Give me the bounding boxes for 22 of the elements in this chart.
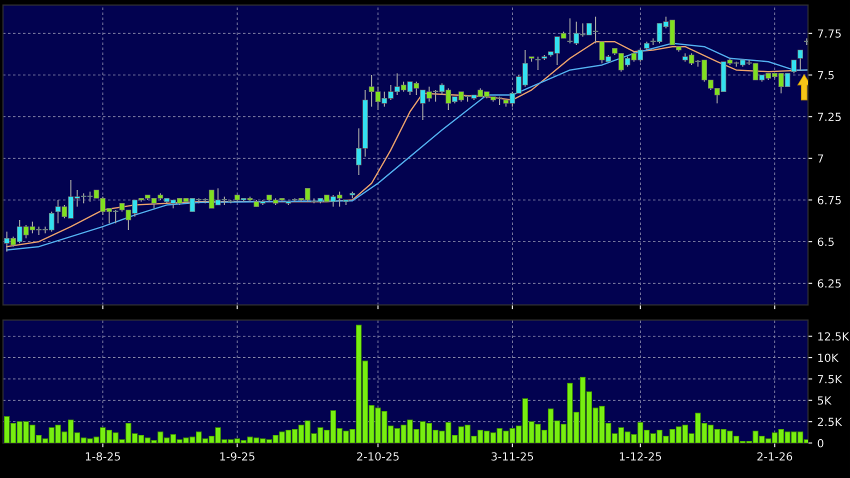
y-tick-label: 7.25 (818, 112, 841, 122)
x-tick-label: 1-12-25 (620, 452, 662, 461)
candlestick (798, 49, 804, 71)
y-tick-label: 2.5K (818, 418, 842, 426)
y-tick-label: 0 (818, 438, 824, 448)
y-tick-label: 12.5K (818, 332, 850, 341)
x-tick-label: 2-10-25 (357, 452, 399, 461)
y-tick-label: 5K (818, 396, 832, 405)
y-tick-label: 7 (818, 154, 824, 163)
y-tick-label: 10K (818, 354, 839, 362)
y-tick-label: 6.75 (818, 196, 841, 204)
y-tick-label: 7.75 (818, 29, 841, 38)
y-tick-label: 7.5K (818, 375, 842, 384)
x-tick-label: 1-8-25 (86, 452, 120, 461)
candlestick (535, 56, 541, 71)
candlestick (791, 59, 797, 74)
x-tick-label: 3-11-25 (492, 452, 534, 461)
x-tick-label: 2-1-26 (757, 452, 792, 461)
y-tick-label: 6.25 (818, 279, 841, 288)
x-tick-label: 1-9-25 (220, 452, 254, 461)
y-tick-label: 7.5 (818, 71, 834, 80)
y-tick-label: 6.5 (818, 238, 834, 246)
